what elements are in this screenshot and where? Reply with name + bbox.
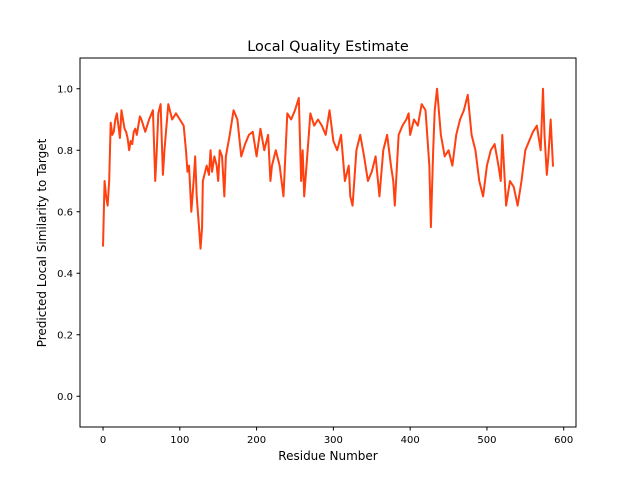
x-tick-label: 100	[170, 435, 189, 446]
y-tick-label: 1.0	[57, 84, 73, 95]
y-axis: 0.0 0.2 0.4 0.6 0.8 1.0	[57, 84, 80, 403]
y-tick-label: 0.0	[57, 392, 73, 403]
x-tick-label: 500	[477, 435, 496, 446]
y-tick-label: 0.6	[57, 207, 73, 218]
y-tick-label: 0.4	[57, 269, 73, 280]
axes-frame	[79, 57, 577, 428]
x-tick-label: 300	[324, 435, 343, 446]
y-axis-label: Predicted Local Similarity to Target	[35, 138, 49, 347]
x-axis-label: Residue Number	[278, 449, 377, 463]
plot-area	[102, 87, 555, 250]
x-tick-label: 400	[401, 435, 420, 446]
series-line-0	[102, 87, 555, 250]
x-tick-label: 200	[247, 435, 266, 446]
y-tick-label: 0.2	[57, 330, 73, 341]
y-tick-label: 0.8	[57, 146, 73, 157]
x-axis: 0 100 200 300 400 500 600	[100, 427, 573, 446]
x-tick-label: 0	[100, 435, 106, 446]
x-tick-label: 600	[554, 435, 573, 446]
chart-title: Local Quality Estimate	[247, 39, 409, 55]
